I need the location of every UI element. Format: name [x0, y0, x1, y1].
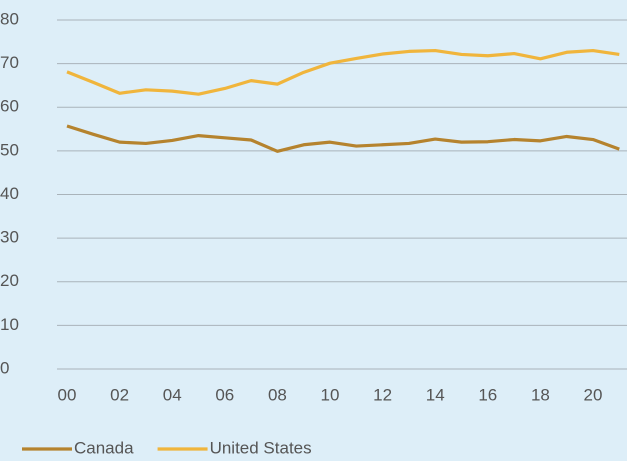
y-tick-label: 80 [0, 9, 19, 28]
x-tick-label: 02 [110, 385, 129, 404]
x-tick-label: 20 [584, 385, 603, 404]
y-tick-label: 10 [0, 315, 19, 334]
x-tick-label: 08 [268, 385, 287, 404]
x-tick-label: 14 [426, 385, 445, 404]
x-tick-label: 00 [58, 385, 77, 404]
series-line [66, 48, 620, 96]
y-tick-label: 30 [0, 228, 19, 247]
y-tick-label: 40 [0, 184, 19, 203]
y-tick-label: 0 [0, 358, 9, 377]
y-tick-label: 60 [0, 97, 19, 116]
x-tick-label: 06 [215, 385, 234, 404]
y-tick-label: 50 [0, 140, 19, 159]
y-tick-label: 20 [0, 271, 19, 290]
x-tick-label: 04 [163, 385, 182, 404]
legend-label: Canada [74, 438, 134, 457]
x-tick-label: 16 [478, 385, 497, 404]
legend-label: United States [210, 438, 312, 457]
x-tick-label: 10 [321, 385, 340, 404]
y-tick-label: 70 [0, 53, 19, 72]
x-tick-label: 12 [373, 385, 392, 404]
x-tick-label: 18 [531, 385, 550, 404]
series-line [66, 124, 620, 153]
